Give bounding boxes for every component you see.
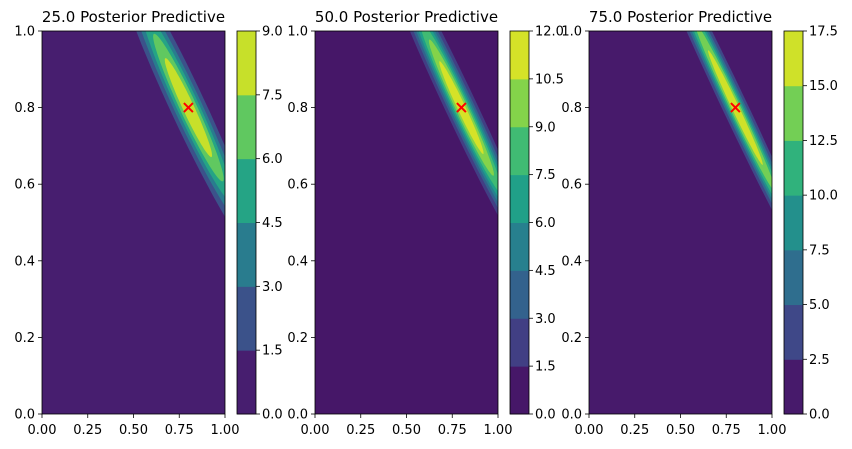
- x-tick-label: 0.75: [712, 423, 741, 438]
- x-tick-label: 0.25: [620, 423, 649, 438]
- subplot-title: 25.0 Posterior Predictive: [42, 8, 225, 26]
- y-tick-label: 0.0: [287, 408, 308, 423]
- contour-band-1: [686, 31, 772, 211]
- subplot-2: 50.0 Posterior Predictive 0.00 0.25 0.50 0.7…: [287, 8, 564, 438]
- x-tick-label: 0.50: [119, 423, 148, 438]
- colorbar: 0.0 2.5 5.0 7.5 10.0 12.5 15.0 17.5: [783, 25, 838, 423]
- colorbar-tick-label: 15.0: [809, 79, 838, 94]
- colorbar-tick-label: 9.0: [535, 120, 556, 135]
- colorbar-tick-label: 5.0: [809, 298, 830, 313]
- contour-band-1: [136, 31, 225, 217]
- y-tick-label: 0.4: [561, 254, 582, 269]
- y-tick-label: 1.0: [14, 25, 35, 40]
- colorbar-tick-label: 0.0: [262, 408, 283, 423]
- x-tick-label: 0.00: [301, 423, 330, 438]
- colorbar-tick-label: 6.0: [262, 152, 283, 167]
- colorbar-segment: [237, 286, 256, 351]
- colorbar-tick-label: 7.5: [262, 88, 283, 103]
- colorbar-segment: [510, 366, 529, 415]
- x-tick-label: 1.00: [758, 423, 787, 438]
- x-tick-label: 1.00: [484, 423, 513, 438]
- colorbar-tick-label: 3.0: [262, 280, 283, 295]
- colorbar-tick-label: 12.5: [809, 134, 838, 149]
- subplot-1: 25.0 Posterior Predictive 0.00 0.25 0.50 0.7…: [14, 8, 283, 438]
- colorbar-tick-label: 1.5: [262, 344, 283, 359]
- colorbar-segment: [510, 222, 529, 271]
- colorbar-tick-label: 12.0: [535, 25, 564, 40]
- y-tick-label: 0.2: [561, 331, 582, 346]
- colorbar-tick-label: 17.5: [809, 25, 838, 40]
- x-tick-label: 0.50: [392, 423, 421, 438]
- colorbar-segment: [784, 359, 803, 415]
- x-tick-label: 0.25: [73, 423, 102, 438]
- contour-band-base: [589, 31, 772, 414]
- y-tick-label: 0.6: [14, 178, 35, 193]
- colorbar-tick-label: 9.0: [262, 25, 283, 40]
- colorbar: 0.0 1.5 3.0 4.5 6.0 7.5 9.0: [236, 25, 283, 423]
- colorbar-tick-label: 4.5: [535, 264, 556, 279]
- colorbar-segment: [510, 31, 529, 80]
- colorbar-segment: [784, 31, 803, 87]
- colorbar-tick-label: 0.0: [809, 408, 830, 423]
- y-tick-label: 0.2: [287, 331, 308, 346]
- colorbar-segment: [510, 174, 529, 223]
- colorbar-tick-label: 6.0: [535, 216, 556, 231]
- colorbar-tick-label: 4.5: [262, 216, 283, 231]
- x-tick-label: 0.00: [28, 423, 57, 438]
- colorbar: 0.0 1.5 3.0 4.5 6.0 7.5 9.0 10.5 12.0: [509, 25, 564, 423]
- y-tick-label: 0.6: [287, 178, 308, 193]
- y-tick-label: 0.6: [561, 178, 582, 193]
- y-tick-label: 0.0: [561, 408, 582, 423]
- y-tick-label: 0.4: [14, 254, 35, 269]
- y-tick-label: 0.0: [14, 408, 35, 423]
- target-marker: [456, 102, 467, 113]
- colorbar-segment: [237, 31, 256, 96]
- colorbar-tick-label: 7.5: [809, 243, 830, 258]
- colorbar-frame: [783, 30, 804, 415]
- colorbar-segment: [237, 94, 256, 160]
- contour-band-2: [689, 31, 772, 204]
- y-tick-label: 0.8: [561, 101, 582, 116]
- y-tick-label: 1.0: [561, 25, 582, 40]
- colorbar-segment: [510, 318, 529, 367]
- colorbar-segment: [784, 85, 803, 141]
- x-tick-label: 1.00: [211, 423, 240, 438]
- colorbar-segment: [784, 249, 803, 306]
- colorbar-tick-label: 0.0: [535, 408, 556, 423]
- x-tick-label: 0.75: [165, 423, 194, 438]
- x-tick-label: 0.25: [346, 423, 375, 438]
- colorbar-segment: [510, 78, 529, 128]
- y-tick-label: 0.8: [287, 101, 308, 116]
- y-tick-label: 0.2: [14, 331, 35, 346]
- colorbar-segment: [784, 195, 803, 251]
- colorbar-segment: [510, 270, 529, 319]
- colorbar-tick-label: 3.0: [535, 312, 556, 327]
- contour-field: [42, 31, 225, 414]
- colorbar-segment: [784, 140, 803, 196]
- colorbar-tick-label: 1.5: [535, 360, 556, 375]
- target-marker: [730, 102, 741, 113]
- colorbar-segment: [237, 158, 256, 223]
- colorbar-tick-label: 7.5: [535, 168, 556, 183]
- y-tick-label: 0.4: [287, 254, 308, 269]
- colorbar-segment: [237, 350, 256, 415]
- colorbar-tick-label: 2.5: [809, 353, 830, 368]
- colorbar-tick-label: 10.0: [809, 189, 838, 204]
- x-tick-label: 0.00: [575, 423, 604, 438]
- colorbar-segment: [237, 222, 256, 287]
- x-tick-label: 0.75: [438, 423, 467, 438]
- y-tick-label: 1.0: [287, 25, 308, 40]
- y-tick-label: 0.8: [14, 101, 35, 116]
- colorbar-segment: [784, 304, 803, 360]
- subplot-title: 75.0 Posterior Predictive: [589, 8, 772, 26]
- contour-band-1: [409, 31, 498, 216]
- colorbar-tick-label: 10.5: [535, 72, 564, 87]
- subplot-title: 50.0 Posterior Predictive: [315, 8, 498, 26]
- contour-band-base: [315, 31, 498, 414]
- subplot-3: 75.0 Posterior Predictive 0.00 0.25 0.50 0.7…: [561, 8, 838, 438]
- colorbar-segment: [510, 126, 529, 176]
- target-marker: [183, 102, 194, 113]
- x-tick-label: 0.50: [666, 423, 695, 438]
